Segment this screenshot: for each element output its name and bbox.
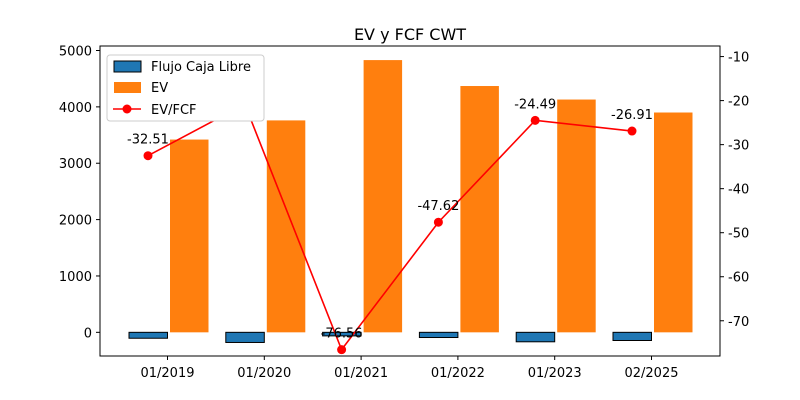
chart-title: EV y FCF CWT xyxy=(354,25,466,44)
legend: Flujo Caja Libre EV EV/FCF xyxy=(106,54,265,122)
evfcf-data-label: -76.56 xyxy=(321,327,363,342)
left-axis-tick-label: 1000 xyxy=(59,270,92,285)
evfcf-point xyxy=(143,151,153,161)
left-axis-tick-label: 2000 xyxy=(59,214,92,229)
ev-bar xyxy=(266,120,306,333)
left-axis-tick-label: 0 xyxy=(84,326,92,341)
evfcf-point xyxy=(627,126,637,136)
right-axis-tick-label: -50 xyxy=(728,227,749,242)
legend-label-ev: EV xyxy=(151,81,168,96)
right-axis-tick-label: -20 xyxy=(728,95,749,110)
evfcf-point xyxy=(337,345,347,355)
fcf-bar xyxy=(322,331,362,337)
evfcf-point xyxy=(530,115,540,125)
x-axis-tick-label: 01/2022 xyxy=(431,366,485,381)
legend-marker-evfcf xyxy=(122,104,132,114)
right-axis-tick-label: -10 xyxy=(728,51,749,66)
x-axis-tick-label: 02/2025 xyxy=(624,366,678,381)
left-axis-tick-label: 4000 xyxy=(59,101,92,116)
right-axis-tick-label: -40 xyxy=(728,183,749,198)
right-axis-tick-label: -70 xyxy=(728,315,749,330)
left-axis-tick-label: 5000 xyxy=(59,45,92,60)
ev-bar xyxy=(170,139,209,333)
fcf-bar xyxy=(418,331,459,339)
ev-bar xyxy=(363,60,403,333)
ev-bar xyxy=(460,86,499,333)
right-axis-tick-label: -60 xyxy=(728,271,749,286)
legend-swatch-fcf xyxy=(113,60,142,73)
evfcf-data-label: -26.91 xyxy=(611,108,653,123)
plot-area: -32.51-20.82-76.56-47.62-24.49-26.910100… xyxy=(59,45,749,381)
fcf-bar xyxy=(225,331,265,343)
ev-bar xyxy=(654,112,693,333)
x-axis-tick-label: 01/2021 xyxy=(334,366,388,381)
legend-box xyxy=(106,54,265,122)
fcf-bar xyxy=(128,331,168,339)
x-axis-tick-label: 01/2019 xyxy=(140,366,194,381)
evfcf-point xyxy=(433,217,443,227)
evfcf-data-label: -47.62 xyxy=(417,199,459,214)
ev-bar xyxy=(557,99,596,333)
legend-label-evfcf: EV/FCF xyxy=(151,103,197,118)
fcf-bar xyxy=(612,331,652,341)
x-axis-tick-label: 01/2023 xyxy=(528,366,582,381)
left-axis-tick-label: 3000 xyxy=(59,157,92,172)
evfcf-data-label: -24.49 xyxy=(514,97,556,112)
legend-swatch-ev xyxy=(114,82,141,93)
fcf-bar xyxy=(515,331,556,343)
legend-label-fcf: Flujo Caja Libre xyxy=(151,60,251,75)
x-axis-tick-label: 01/2020 xyxy=(237,366,291,381)
right-axis-tick-label: -30 xyxy=(728,139,749,154)
axes-frame xyxy=(99,45,721,357)
evfcf-data-label: -32.51 xyxy=(127,133,169,148)
